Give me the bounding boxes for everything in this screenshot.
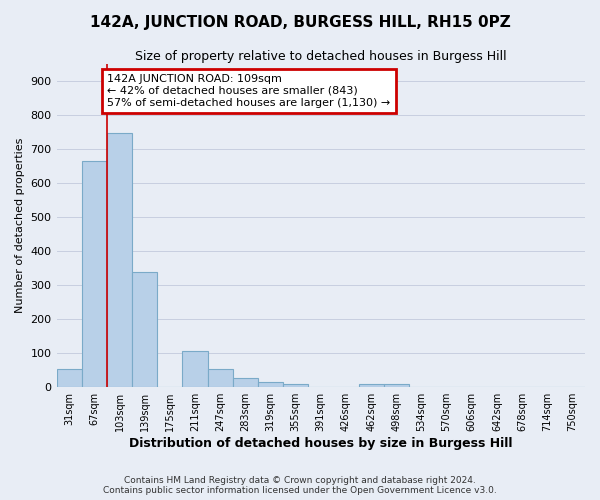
Bar (258, 382, 283, 387)
Bar (283, 384, 308, 387)
Bar (233, 378, 258, 387)
Text: 142A JUNCTION ROAD: 109sqm
← 42% of detached houses are smaller (843)
57% of sem: 142A JUNCTION ROAD: 109sqm ← 42% of deta… (107, 74, 391, 108)
Bar (132, 272, 157, 387)
Text: Contains HM Land Registry data © Crown copyright and database right 2024.
Contai: Contains HM Land Registry data © Crown c… (103, 476, 497, 495)
Bar (107, 133, 132, 387)
Bar (383, 384, 409, 387)
Bar (82, 161, 107, 387)
Bar (182, 351, 208, 387)
Bar (359, 384, 383, 387)
Title: Size of property relative to detached houses in Burgess Hill: Size of property relative to detached ho… (135, 50, 506, 63)
Y-axis label: Number of detached properties: Number of detached properties (15, 138, 25, 314)
Bar (208, 368, 233, 387)
X-axis label: Distribution of detached houses by size in Burgess Hill: Distribution of detached houses by size … (129, 437, 512, 450)
Text: 142A, JUNCTION ROAD, BURGESS HILL, RH15 0PZ: 142A, JUNCTION ROAD, BURGESS HILL, RH15 … (89, 15, 511, 30)
Bar (56, 368, 82, 387)
